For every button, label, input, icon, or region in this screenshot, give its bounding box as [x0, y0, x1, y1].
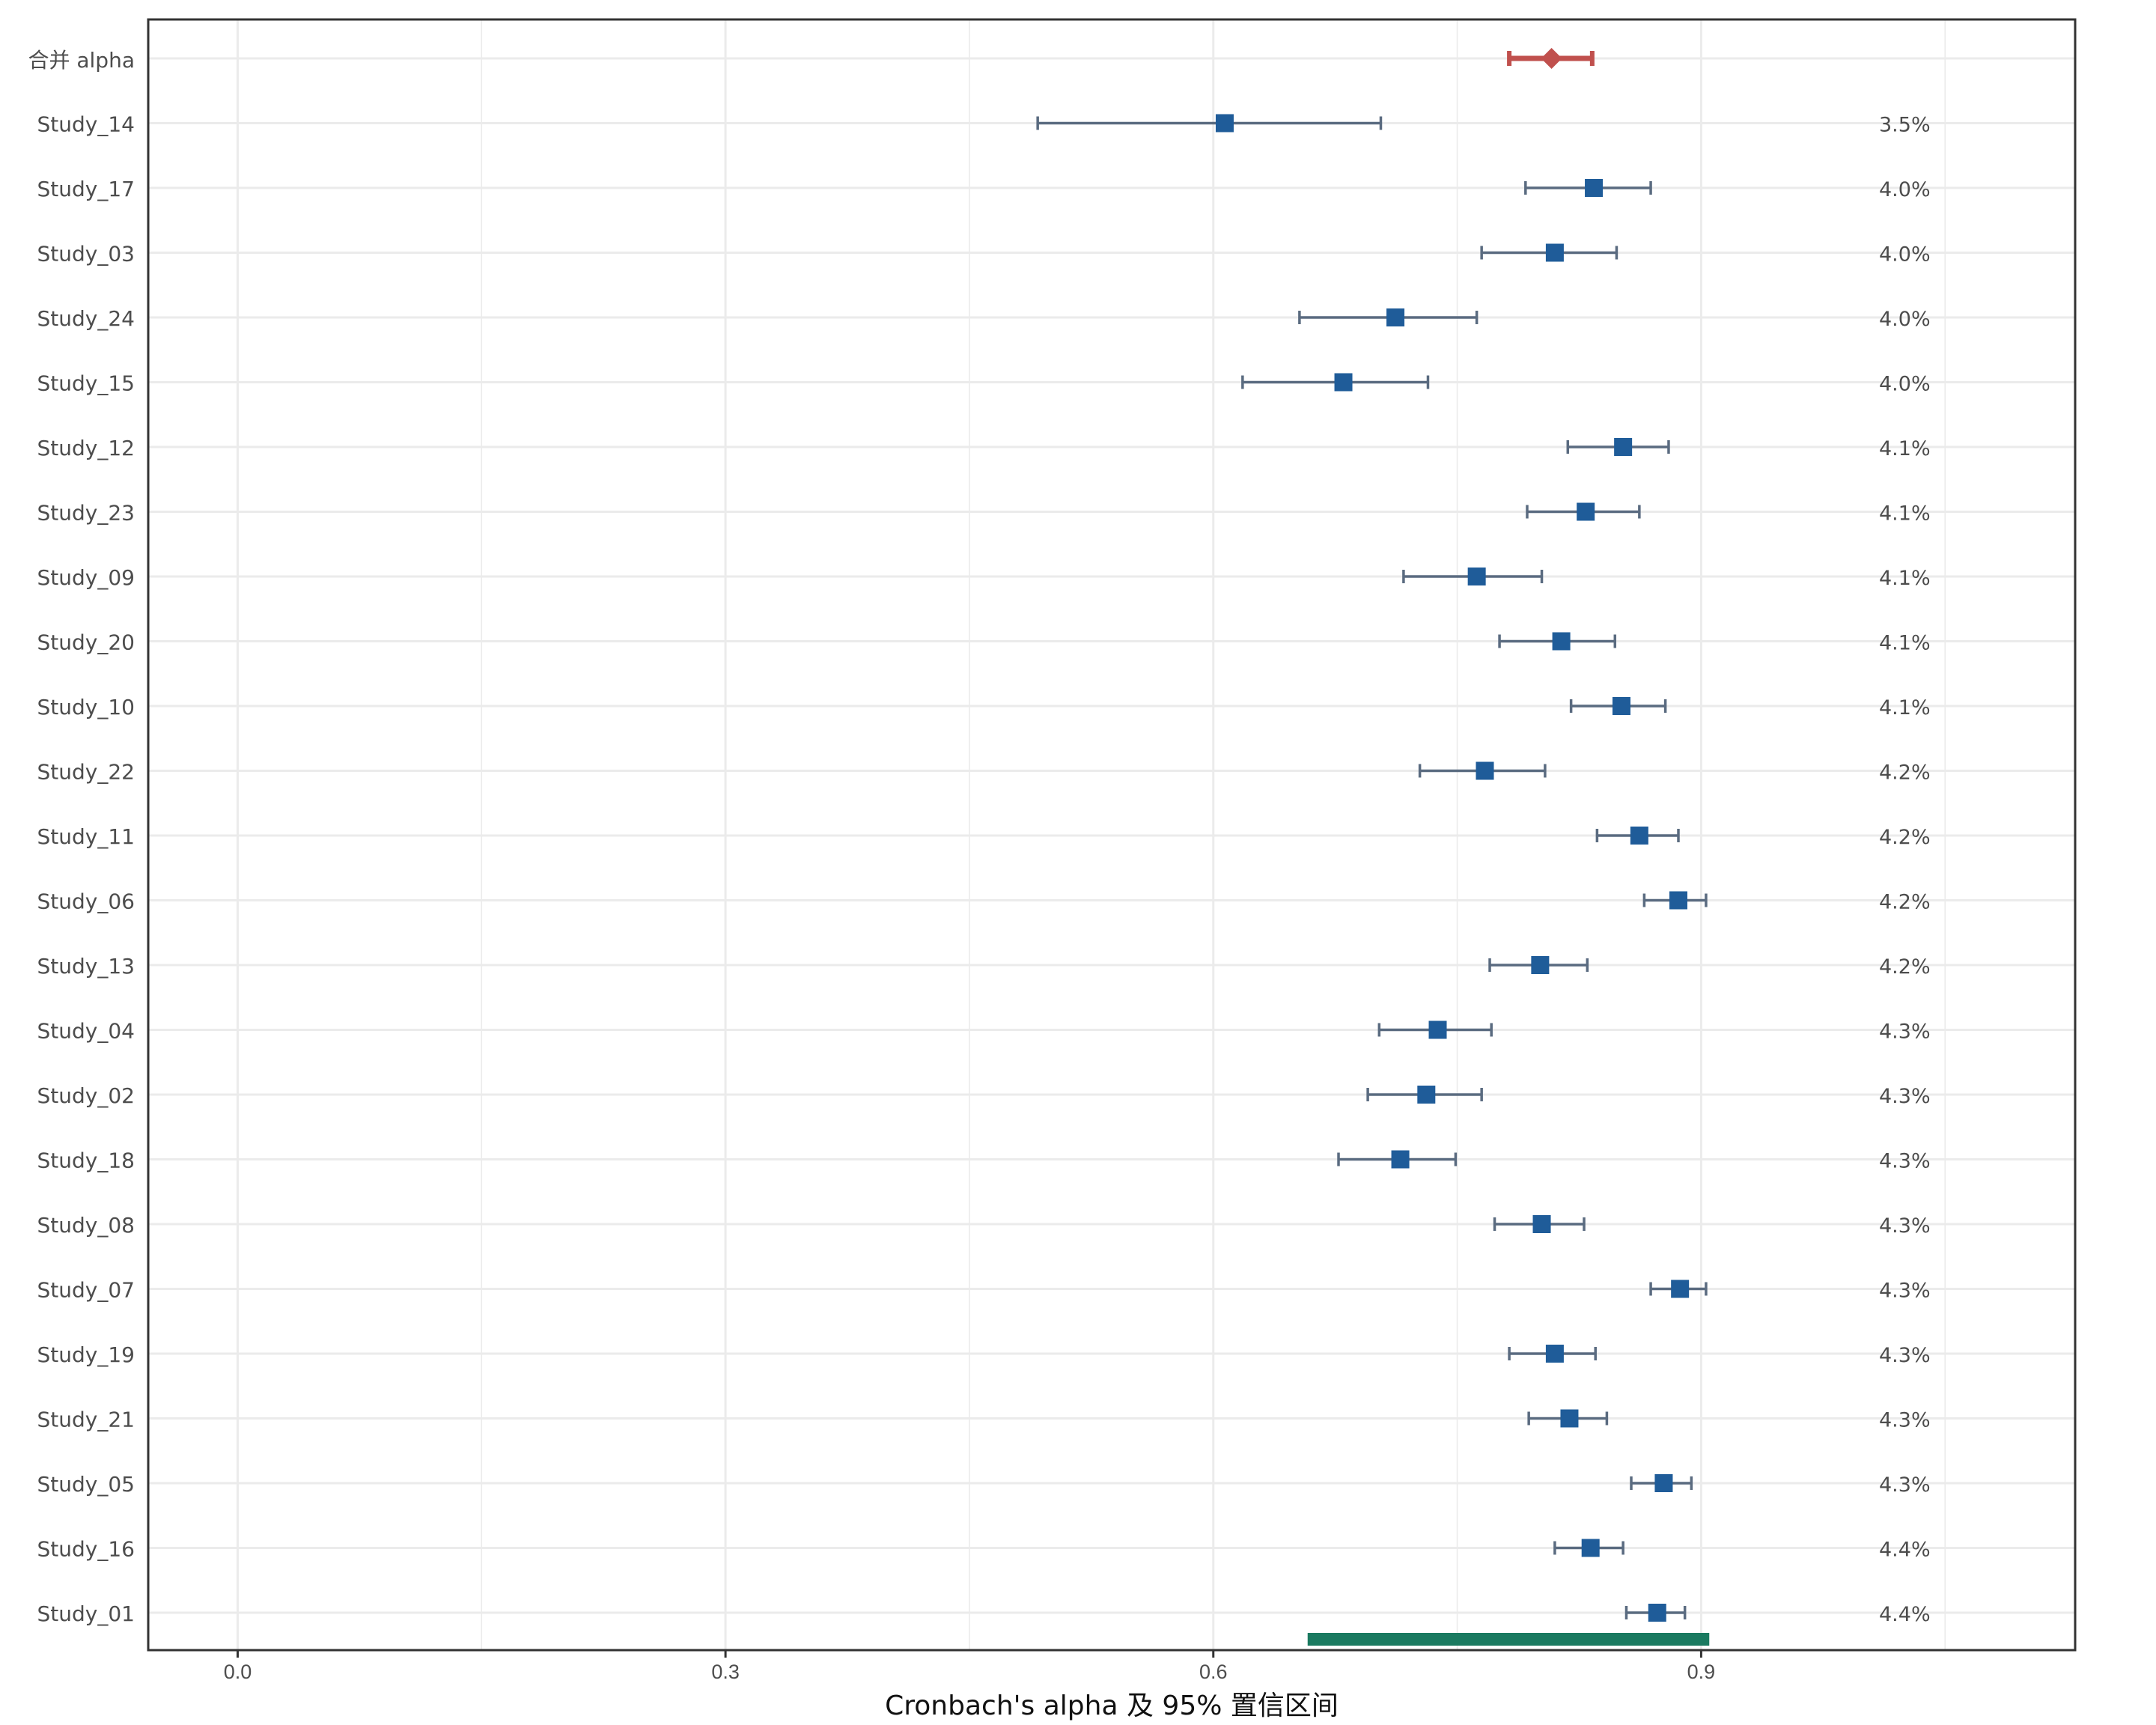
study-point: [1467, 568, 1486, 585]
x-tick-label: 0.6: [1199, 1661, 1228, 1683]
weight-label: 4.3%: [1879, 1214, 1931, 1238]
study-marks: [1036, 48, 1708, 1622]
study-point: [1581, 1539, 1600, 1557]
study-label: Study_18: [37, 1149, 135, 1173]
study-label: Study_21: [37, 1408, 135, 1432]
x-axis-title: Cronbach's alpha 及 95% 置信区间: [885, 1691, 1339, 1721]
study-point: [1545, 243, 1564, 262]
study-label: Study_16: [37, 1537, 135, 1562]
x-tick-label: 0.0: [224, 1661, 252, 1683]
study-label: Study_02: [37, 1083, 135, 1108]
weight-label: 4.0%: [1879, 373, 1931, 396]
study-label: Study_15: [37, 371, 135, 396]
study-point: [1577, 502, 1595, 521]
study-label: Study_14: [37, 112, 135, 137]
x-axis: 0.0 0.3 0.6 0.9: [224, 1650, 1715, 1683]
study-point: [1476, 761, 1494, 780]
weight-label: 4.0%: [1879, 308, 1931, 331]
study-point: [1428, 1020, 1447, 1039]
study-label: Study_24: [37, 306, 135, 331]
x-tick-label: 0.9: [1687, 1661, 1716, 1683]
study-point: [1612, 697, 1630, 715]
study-point: [1669, 891, 1687, 910]
study-point: [1334, 373, 1353, 392]
weight-label: 4.4%: [1879, 1603, 1931, 1626]
pooled-estimate-diamond: [1541, 48, 1562, 69]
weight-label: 4.3%: [1879, 1150, 1931, 1173]
weight-label: 4.4%: [1879, 1539, 1931, 1562]
weight-label: 4.0%: [1879, 243, 1931, 267]
weight-label: 4.1%: [1879, 502, 1931, 526]
weight-label: 4.3%: [1879, 1473, 1931, 1497]
prediction-interval: [1307, 1633, 1710, 1646]
study-label: Study_07: [37, 1278, 135, 1303]
weight-label: 4.2%: [1879, 761, 1931, 785]
pooled-label: 合并 alpha: [28, 48, 135, 73]
study-point: [1560, 1409, 1579, 1428]
study-point: [1585, 179, 1604, 197]
study-label: Study_13: [37, 954, 135, 979]
study-label: Study_09: [37, 565, 135, 590]
study-label: Study_01: [37, 1601, 135, 1626]
study-label: Study_22: [37, 760, 135, 785]
weight-label: 4.2%: [1879, 955, 1931, 979]
weight-label: 4.2%: [1879, 826, 1931, 849]
study-label: Study_12: [37, 436, 135, 460]
weight-label: 4.1%: [1879, 696, 1931, 719]
study-label: Study_05: [37, 1472, 135, 1497]
row-labels: 合并 alpha Study_14 3.5% Study_17 4.0% Study_03…: [28, 48, 1930, 1626]
study-point: [1648, 1604, 1666, 1622]
weight-label: 4.3%: [1879, 1020, 1931, 1044]
weight-label: 4.3%: [1879, 1409, 1931, 1432]
study-point: [1614, 438, 1633, 456]
study-label: Study_03: [37, 242, 135, 267]
study-label: Study_11: [37, 824, 135, 849]
weight-label: 4.3%: [1879, 1280, 1931, 1303]
weight-label: 4.3%: [1879, 1344, 1931, 1367]
study-label: Study_19: [37, 1342, 135, 1367]
study-label: Study_20: [37, 630, 135, 655]
weight-label: 4.3%: [1879, 1085, 1931, 1108]
weight-label: 3.5%: [1879, 114, 1931, 137]
study-label: Study_06: [37, 889, 135, 914]
prediction-interval-bar: [1307, 1633, 1710, 1646]
study-point: [1417, 1086, 1436, 1104]
study-point: [1630, 827, 1648, 845]
weight-label: 4.1%: [1879, 632, 1931, 655]
weight-label: 4.2%: [1879, 891, 1931, 914]
weight-label: 4.1%: [1879, 437, 1931, 460]
study-point: [1391, 1150, 1410, 1169]
study-label: Study_17: [37, 177, 135, 201]
study-point: [1531, 956, 1550, 974]
study-label: Study_04: [37, 1019, 135, 1044]
weight-label: 4.0%: [1879, 178, 1931, 201]
study-point: [1386, 308, 1405, 326]
study-point: [1654, 1474, 1673, 1492]
plot-panel-border: [147, 18, 2077, 1652]
x-tick-label: 0.3: [711, 1661, 740, 1683]
study-point: [1215, 114, 1234, 133]
study-point: [1545, 1345, 1564, 1363]
weight-label: 4.1%: [1879, 567, 1931, 590]
study-label: Study_10: [37, 695, 135, 719]
study-point: [1671, 1280, 1690, 1298]
study-point: [1552, 632, 1571, 651]
study-point: [1532, 1215, 1551, 1233]
study-label: Study_23: [37, 501, 135, 526]
study-label: Study_08: [37, 1213, 135, 1238]
